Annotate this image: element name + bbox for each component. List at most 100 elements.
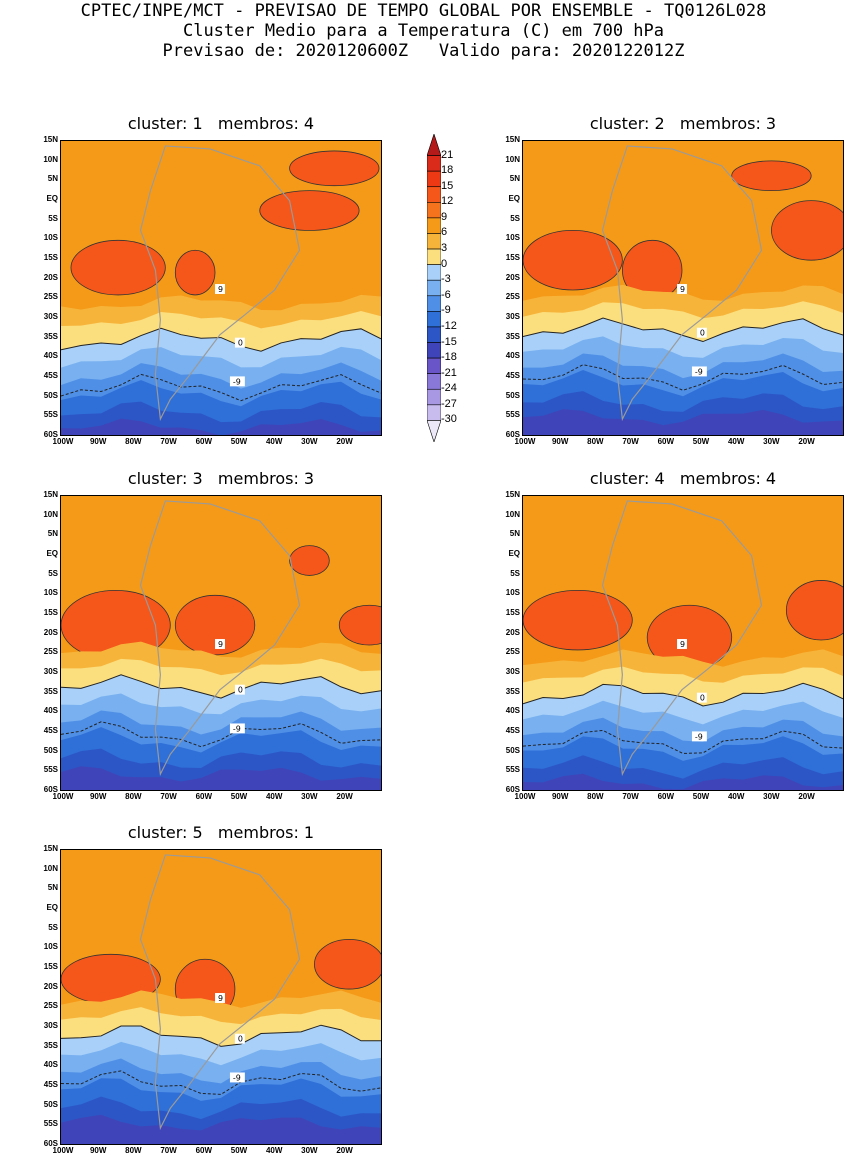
longitude-label: 50W	[692, 437, 710, 446]
latitude-label: 40S	[505, 706, 520, 716]
colorbar-label: -15	[441, 335, 457, 348]
header-title-line-3: Previsao de: 2020120600Z Valido para: 20…	[162, 41, 685, 61]
latitude-label: 5N	[47, 529, 58, 539]
longitude-label: 20W	[798, 437, 815, 446]
latitude-label: 5N	[509, 174, 520, 184]
latitude-label: 25S	[505, 292, 520, 302]
longitude-label: 30W	[763, 437, 780, 446]
longitude-label: 70W	[160, 792, 177, 801]
longitude-label: 90W	[89, 1146, 107, 1155]
colorbar-segment	[426, 388, 442, 406]
latitude-label: 50S	[505, 745, 520, 755]
latitude-label: 5S	[48, 213, 58, 223]
contour-label-warm: 9	[680, 640, 685, 649]
longitude-label: 20W	[336, 437, 353, 446]
colorbar-segment	[426, 202, 442, 219]
latitude-label: 10N	[43, 863, 58, 873]
latitude-label: 35S	[43, 686, 58, 696]
longitude-label: 40W	[727, 437, 745, 446]
cluster-panel-4: cluster: 4 membros: 4 9 0 -9 15N 10N 5N EQ 5S 10S…	[505, 469, 844, 801]
warm-core-region	[289, 150, 380, 187]
cluster-title: cluster: 4 membros: 4	[589, 469, 777, 488]
warm-core-region	[259, 190, 360, 231]
cluster-panel-2: cluster: 2 membros: 3 9 0 -9 15N 10N 5N EQ 5S 10S…	[505, 114, 844, 446]
continent-outline	[601, 500, 763, 777]
latitude-label: 10N	[43, 154, 58, 164]
longitude-label: 30W	[301, 437, 318, 446]
colorbar-label: 18	[441, 164, 454, 177]
latitude-label: 45S	[505, 726, 520, 735]
warm-core-region	[314, 939, 381, 990]
contour-zero	[61, 1024, 381, 1047]
contour-minus9	[61, 373, 381, 402]
longitude-label: 80W	[125, 792, 142, 801]
longitude-label: 20W	[336, 792, 353, 801]
latitude-label: 35S	[43, 331, 58, 341]
colorbar-label: -27	[441, 397, 457, 410]
contour-zero	[61, 674, 381, 699]
band-minus18-15	[61, 1114, 381, 1144]
latitude-label: 25S	[43, 292, 58, 302]
contour-label-cold: -9	[233, 724, 241, 733]
contour-label-warm-box	[215, 284, 225, 294]
longitude-label: 60W	[195, 792, 213, 801]
temperature-map: 9 0 -9	[522, 140, 844, 436]
longitude-label: 80W	[125, 1146, 142, 1155]
map-canvas: 9 0 -9	[523, 141, 843, 435]
latitude-label: 5N	[47, 883, 58, 893]
longitude-label: 20W	[798, 792, 815, 801]
contour-label-warm-box	[215, 639, 225, 649]
latitude-label: 15N	[505, 135, 520, 144]
contour-label-zero-box	[234, 1033, 245, 1044]
latitude-label: 20S	[505, 272, 520, 282]
warm-core-region	[771, 200, 843, 261]
contour-zero	[523, 682, 843, 707]
cluster-panel-3: cluster: 3 membros: 3 9 0 -9 15N 10N 5N EQ 5S 10S…	[43, 469, 382, 801]
colorbar-segment	[426, 264, 442, 281]
latitude-label: EQ	[46, 549, 58, 558]
latitude-label: 45S	[505, 371, 520, 380]
colorbar-segment	[426, 311, 442, 328]
longitude-label: 40W	[727, 792, 745, 801]
colorbar-segment	[426, 279, 442, 297]
latitude-label: 50S	[505, 390, 520, 400]
colorbar-segment	[426, 373, 442, 390]
colorbar-segment	[426, 170, 442, 188]
longitude-label: 90W	[89, 437, 107, 446]
longitude-label: 50W	[230, 1146, 248, 1155]
latitude-label: 40S	[505, 351, 520, 361]
contour-label-zero: 0	[700, 694, 705, 703]
band-minus18-15	[61, 766, 381, 790]
contour-label-cold: -9	[695, 732, 703, 741]
latitude-label: 30S	[43, 667, 58, 676]
longitude-label: 50W	[692, 792, 710, 801]
cluster-title: cluster: 5 membros: 1	[127, 823, 315, 842]
latitude-label: 60S	[43, 430, 58, 439]
warm-core-region	[174, 249, 216, 296]
longitude-label: 60W	[195, 437, 213, 446]
contour-label-cold: -9	[695, 367, 703, 376]
latitude-label: 60S	[43, 1139, 58, 1148]
temperature-map: 9 0 -9	[60, 849, 382, 1145]
latitude-label: 40S	[43, 351, 58, 361]
latitude-label: 30S	[505, 667, 520, 676]
latitude-label: 35S	[43, 1040, 58, 1050]
contour-label-zero-box	[696, 692, 707, 703]
colorbar-segment	[426, 404, 442, 421]
latitude-label: 10S	[43, 588, 58, 598]
latitude-label: 10S	[505, 588, 520, 598]
continent-outline	[139, 500, 301, 777]
latitude-label: 5S	[48, 568, 58, 578]
colorbar-label: -6	[441, 288, 451, 301]
latitude-label: EQ	[46, 194, 58, 203]
temperature-map: 9 0 -9	[522, 495, 844, 791]
longitude-label: 40W	[265, 792, 283, 801]
longitude-label: 100W	[514, 792, 536, 801]
continent-outline	[139, 145, 301, 422]
latitude-label: 5S	[510, 213, 520, 223]
latitude-label: 55S	[43, 1119, 58, 1129]
latitude-label: 5S	[48, 922, 58, 932]
latitude-label: 5S	[510, 568, 520, 578]
latitude-label: 5N	[47, 174, 58, 184]
latitude-label: 45S	[43, 371, 58, 380]
